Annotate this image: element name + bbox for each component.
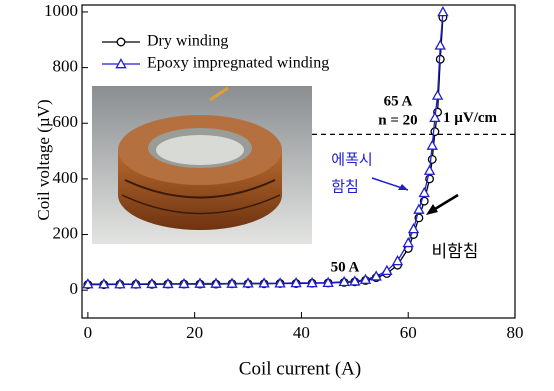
- marker: [290, 277, 302, 288]
- arrow-head: [398, 184, 408, 190]
- legend-marker: [115, 58, 127, 69]
- legend-label: Dry winding: [147, 33, 228, 50]
- marker: [430, 127, 440, 137]
- x-tick-label: 40: [293, 323, 310, 342]
- marker: [258, 277, 270, 288]
- marker: [338, 275, 350, 287]
- legend-marker: [116, 37, 126, 47]
- marker: [162, 277, 174, 289]
- reference-label: 1 µV/cm: [443, 110, 498, 126]
- marker: [426, 139, 438, 150]
- marker: [427, 154, 437, 164]
- annotation: 50 A: [331, 259, 360, 275]
- marker: [306, 277, 318, 288]
- marker: [98, 278, 110, 289]
- legend-label: Epoxy impregnated winding: [147, 55, 329, 72]
- annotation: 함침: [331, 178, 359, 196]
- y-tick-label: 600: [53, 112, 79, 131]
- y-tick-label: 1000: [44, 1, 78, 20]
- x-tick-label: 60: [400, 323, 417, 342]
- marker: [370, 270, 382, 281]
- marker: [434, 39, 446, 50]
- marker: [418, 186, 430, 198]
- annotation: n = 20: [378, 112, 417, 128]
- annotation: 에폭시: [331, 151, 372, 169]
- marker: [178, 277, 190, 289]
- marker: [322, 276, 334, 287]
- y-axis-label: Coil voltage (µV): [34, 99, 53, 220]
- y-tick-label: 200: [53, 223, 79, 242]
- arrow-head: [426, 204, 438, 215]
- annotation: 비함침: [432, 242, 479, 262]
- x-tick-label: 80: [507, 323, 524, 342]
- y-tick-label: 400: [53, 168, 79, 187]
- marker: [146, 277, 158, 289]
- marker: [429, 111, 441, 123]
- x-tick-label: 20: [186, 323, 203, 342]
- plot-frame: [81, 4, 516, 319]
- x-tick-label: 0: [84, 323, 93, 342]
- marker: [437, 6, 449, 17]
- y-tick-label: 0: [70, 279, 79, 298]
- marker: [402, 236, 414, 248]
- marker: [423, 164, 436, 175]
- marker: [242, 277, 254, 288]
- marker: [381, 264, 393, 276]
- marker: [210, 277, 222, 288]
- marker: [274, 277, 286, 288]
- marker: [114, 278, 126, 289]
- annotation: 65 A: [384, 93, 413, 109]
- marker: [431, 89, 444, 100]
- marker: [407, 223, 420, 234]
- photo-inset: [92, 86, 312, 244]
- marker: [413, 203, 425, 214]
- marker: [359, 273, 372, 284]
- marker: [391, 255, 404, 266]
- marker: [82, 278, 94, 289]
- plot-area: [82, 6, 449, 290]
- marker: [349, 275, 361, 286]
- y-tick-label: 800: [53, 57, 79, 76]
- x-axis-label: Coil current (A): [239, 358, 361, 379]
- marker: [194, 277, 206, 288]
- marker: [226, 277, 238, 288]
- marker: [130, 278, 142, 289]
